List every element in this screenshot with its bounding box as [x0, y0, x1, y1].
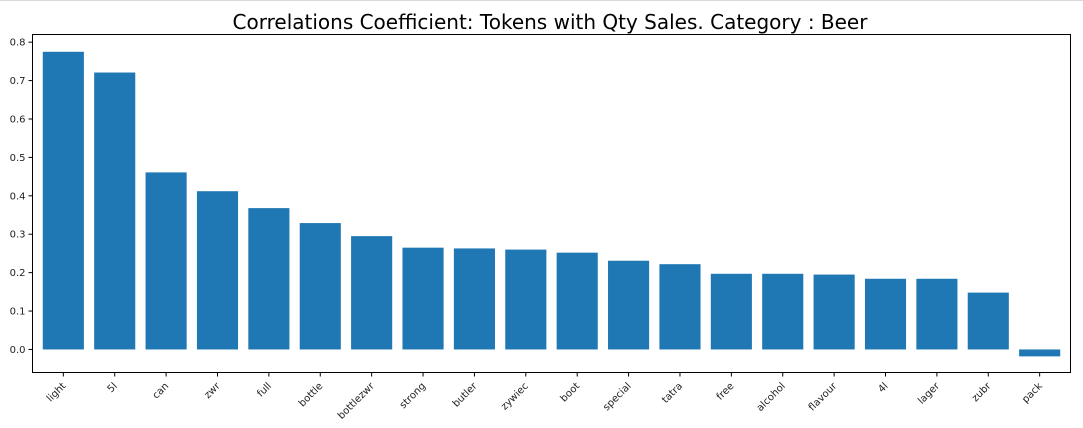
y-tick-label: 0.2 — [10, 268, 26, 279]
y-tick-label: 0.8 — [10, 38, 26, 49]
x-tick-label-boot: boot — [559, 381, 583, 405]
bar-butler — [453, 248, 495, 350]
y-tick-label: 0.3 — [10, 230, 26, 241]
x-tick-label-pack: pack — [1020, 381, 1045, 406]
y-tick-label: 0.1 — [10, 307, 26, 318]
bar-light — [42, 51, 84, 350]
x-tick-label-zubr: zubr — [970, 380, 994, 404]
bar-5l — [94, 72, 136, 350]
x-tick-label-strong: strong — [398, 381, 428, 411]
bar-tatra — [659, 264, 701, 350]
bar-special — [608, 260, 650, 350]
x-tick-label-zywiec: zywiec — [499, 381, 531, 413]
x-tick-label-light: light — [45, 381, 69, 405]
chart-title: Correlations Coefficient: Tokens with Qt… — [233, 10, 869, 34]
bar-full — [248, 208, 290, 350]
plot-frame — [32, 34, 1071, 373]
x-tick-label-butler: butler — [451, 380, 480, 409]
bar-strong — [402, 247, 444, 350]
bar-bottle — [299, 223, 341, 350]
bar-boot — [556, 252, 598, 350]
bar-zywiec — [505, 249, 547, 350]
x-tick-label-zwr: zwr — [202, 380, 223, 401]
x-tick-label-tatra: tatra — [660, 381, 685, 406]
x-tick-label-bottlezwr: bottlezwr — [336, 380, 377, 421]
bar-pack — [1019, 349, 1061, 357]
y-tick-label: 0.4 — [10, 191, 26, 202]
bars-group — [42, 51, 1061, 357]
x-tick-label-special: special — [601, 381, 633, 413]
top-border — [0, 0, 1083, 1]
bar-zubr — [967, 292, 1009, 350]
bar-can — [145, 172, 187, 350]
bar-bottlezwr — [351, 236, 393, 350]
bar-4l — [864, 278, 907, 350]
y-tick-label: 0.0 — [10, 345, 26, 356]
x-tick-label-lager: lager — [916, 380, 942, 406]
x-axis: light 5l can zwr full bottle bottlezwr strong bu… — [45, 372, 1045, 422]
x-tick-label-can: can — [151, 381, 171, 401]
y-tick-label: 0.6 — [10, 115, 26, 126]
x-tick-label-bottle: bottle — [297, 381, 325, 409]
x-tick-label-full: full — [255, 381, 274, 400]
x-tick-label-flavour: flavour — [807, 380, 840, 413]
bar-zwr — [196, 191, 239, 350]
x-tick-label-alcohol: alcohol — [755, 381, 788, 414]
bar-alcohol — [762, 273, 804, 350]
x-tick-label-4l: 4l — [876, 381, 890, 395]
y-axis: 0.0 0.1 0.2 0.3 0.4 0.5 0.6 0.7 0.8 — [10, 38, 33, 356]
x-tick-label-free: free — [715, 381, 737, 403]
bar-lager — [916, 278, 958, 350]
y-tick-label: 0.5 — [10, 153, 26, 164]
bar-flavour — [813, 274, 855, 350]
y-tick-label: 0.7 — [10, 76, 26, 87]
x-tick-label-5l: 5l — [106, 381, 120, 395]
bar-free — [710, 273, 752, 350]
